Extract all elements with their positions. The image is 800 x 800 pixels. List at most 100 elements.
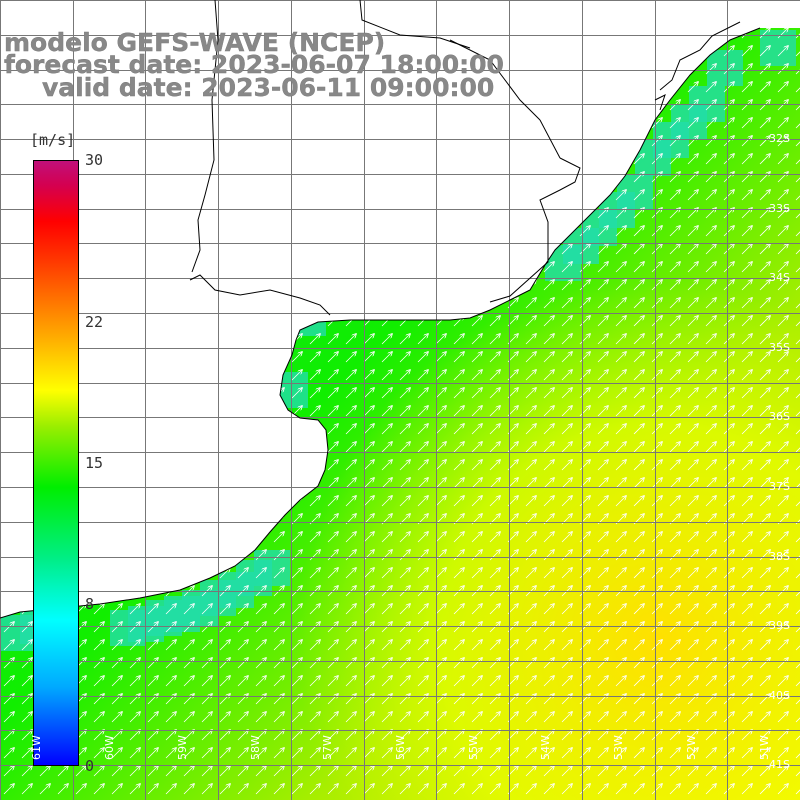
wind-arrow <box>345 172 356 183</box>
wind-arrow <box>795 135 800 147</box>
wind-arrow <box>633 316 644 327</box>
wind-arrow <box>220 10 230 20</box>
wind-arrow <box>165 352 176 363</box>
wind-arrow <box>435 532 446 543</box>
wind-arrow <box>525 316 536 327</box>
wind-arrow <box>723 388 734 399</box>
wind-arrow <box>687 478 698 489</box>
wind-arrow <box>777 118 788 129</box>
wind-arrow <box>561 460 572 471</box>
wind-arrow <box>435 334 446 345</box>
wind-arrow <box>561 388 572 399</box>
wind-arrow <box>795 153 800 165</box>
wind-arrow <box>741 226 752 237</box>
wind-arrow <box>777 568 788 579</box>
wind-arrow <box>777 244 788 255</box>
wind-arrow <box>795 531 800 543</box>
wind-arrow <box>165 442 176 453</box>
wind-arrow <box>669 460 680 471</box>
wind-arrow <box>777 550 788 561</box>
wind-arrow <box>219 334 230 345</box>
wind-arrow <box>291 550 302 561</box>
wind-arrow <box>759 82 770 93</box>
longitude-label: 59W <box>175 735 189 760</box>
wind-arrow <box>795 81 800 93</box>
wind-arrow <box>111 280 122 291</box>
wind-arrow <box>453 370 464 381</box>
latitude-label: 37S <box>769 479 790 493</box>
wind-arrow <box>651 262 662 273</box>
wind-arrow <box>543 442 554 453</box>
wind-arrow <box>471 280 482 291</box>
wind-arrow <box>219 406 230 417</box>
wind-arrow <box>291 280 302 291</box>
wind-arrow <box>759 280 770 291</box>
wind-arrow <box>309 172 320 183</box>
wind-arrow <box>291 478 302 489</box>
wind-arrow <box>453 154 464 165</box>
wind-arrow <box>561 604 572 615</box>
wind-arrow <box>759 496 770 507</box>
wind-arrow <box>759 370 770 381</box>
wind-arrow <box>273 406 284 417</box>
wind-arrow <box>597 226 608 237</box>
wind-arrow <box>723 154 734 165</box>
wind-arrow <box>723 352 734 363</box>
wind-arrow <box>525 460 536 471</box>
wind-arrow <box>256 10 266 20</box>
wind-arrow <box>363 478 374 489</box>
wind-arrow <box>201 370 212 381</box>
wind-arrow <box>327 460 338 471</box>
wind-arrow <box>309 334 320 345</box>
wind-arrow <box>76 10 86 20</box>
wind-arrow <box>741 424 752 435</box>
wind-arrow <box>597 478 608 489</box>
wind-arrow <box>741 136 752 147</box>
wind-arrow <box>525 298 536 309</box>
wind-arrow <box>652 10 662 20</box>
wind-arrow <box>309 496 320 507</box>
wind-arrow <box>579 262 590 273</box>
wind-arrow <box>471 118 482 129</box>
wind-arrow <box>273 442 284 453</box>
wind-arrow <box>651 316 662 327</box>
wind-arrow <box>417 550 428 561</box>
wind-arrow <box>759 262 770 273</box>
wind-arrow <box>219 460 230 471</box>
wind-arrow <box>291 388 302 399</box>
wind-arrow <box>399 424 410 435</box>
wind-arrow <box>183 370 194 381</box>
wind-arrow <box>597 442 608 453</box>
wind-arrow <box>147 442 158 453</box>
wind-arrow <box>670 10 680 20</box>
wind-arrow <box>489 640 500 651</box>
wind-arrow <box>345 406 356 417</box>
wind-arrow <box>165 298 176 309</box>
wind-arrow <box>273 496 284 507</box>
wind-arrow <box>705 118 716 129</box>
wind-arrow <box>21 388 32 399</box>
wind-arrow <box>759 46 770 57</box>
wind-arrow <box>597 244 608 255</box>
wind-arrow <box>525 190 536 201</box>
wind-arrow <box>363 190 374 201</box>
wind-arrow <box>561 550 572 561</box>
wind-arrow <box>399 478 410 489</box>
wind-arrow <box>633 46 644 57</box>
wind-arrow <box>453 406 464 417</box>
wind-arrow <box>471 334 482 345</box>
wind-arrow <box>237 532 248 543</box>
wind-arrow <box>453 388 464 399</box>
wind-arrow <box>579 154 590 165</box>
wind-arrow <box>3 154 14 165</box>
wind-arrow <box>147 640 158 651</box>
wind-arrow <box>3 532 14 543</box>
wind-arrow <box>381 478 392 489</box>
wind-arrow <box>759 406 770 417</box>
wind-arrow <box>147 424 158 435</box>
wind-arrow <box>561 118 572 129</box>
wind-arrow <box>436 10 446 20</box>
wind-arrow <box>543 532 554 543</box>
wind-arrow <box>309 388 320 399</box>
